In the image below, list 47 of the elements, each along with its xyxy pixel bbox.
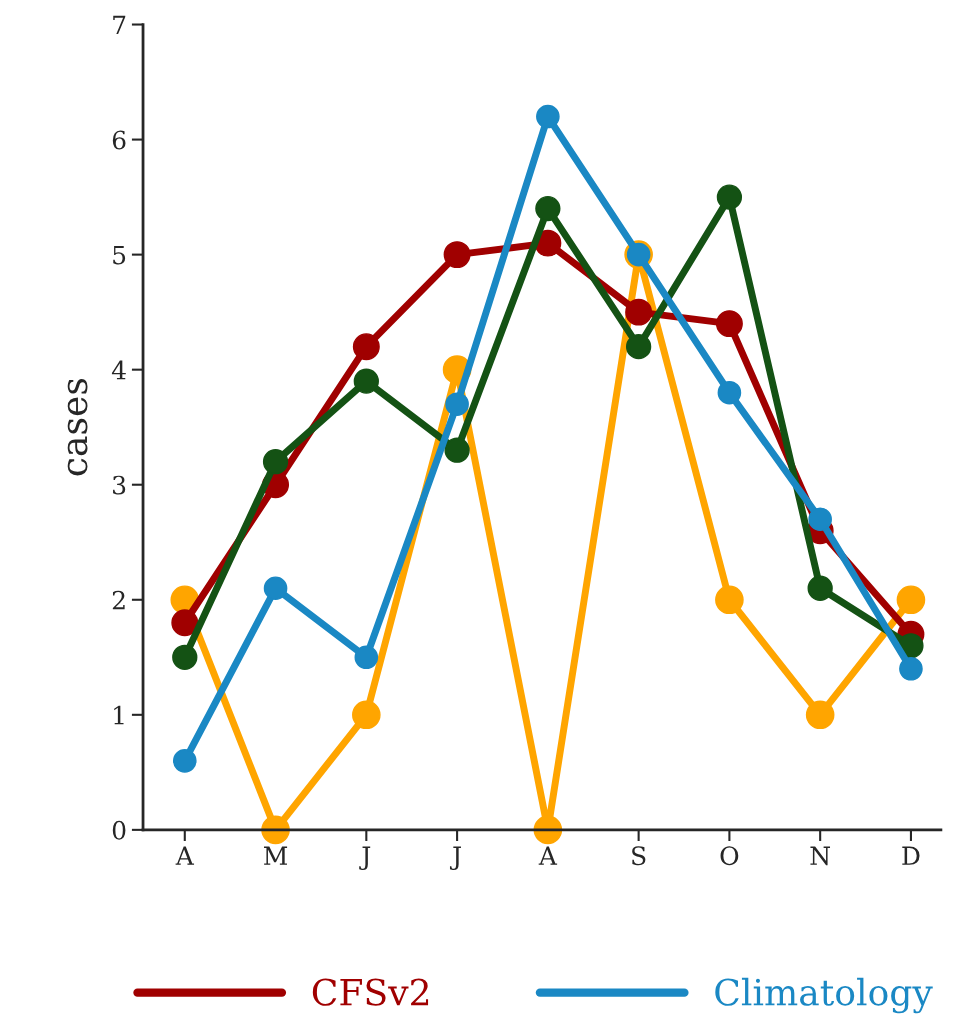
x-tick-label: A <box>175 846 195 865</box>
point <box>805 700 835 730</box>
y-tick-label: 6 <box>112 130 126 150</box>
y-axis-title: cases <box>67 378 88 476</box>
legend-label: Climatology <box>715 977 933 1014</box>
point <box>536 104 560 129</box>
x-tick-label: O <box>720 846 739 866</box>
x-tick-label: D <box>902 846 920 865</box>
point <box>808 507 832 532</box>
point <box>172 749 197 773</box>
point <box>899 656 923 681</box>
point <box>352 700 381 730</box>
x-tick-label: J <box>449 846 461 871</box>
x-tick-label: J <box>359 846 371 871</box>
point <box>896 585 926 615</box>
y-tick-label: 3 <box>113 475 126 495</box>
point <box>171 609 199 637</box>
point <box>807 575 833 601</box>
y-tick-label: 1 <box>114 705 124 725</box>
point <box>625 298 653 326</box>
point <box>717 380 742 405</box>
x-tick-label: S <box>632 846 646 866</box>
point <box>262 449 289 475</box>
legend-label: CFSv2 <box>312 978 429 1006</box>
point <box>716 184 743 210</box>
point <box>352 333 380 361</box>
y-tick-label: 4 <box>111 360 126 380</box>
point <box>625 334 652 360</box>
y-tick-label: 2 <box>112 590 125 610</box>
point <box>535 195 561 222</box>
point <box>172 644 198 670</box>
point <box>263 576 288 601</box>
point <box>533 815 563 845</box>
point <box>445 392 469 416</box>
point <box>715 310 743 338</box>
y-tick-label: 0 <box>112 820 126 840</box>
point <box>443 241 471 269</box>
x-tick-label: A <box>538 846 558 865</box>
y-tick-label: 7 <box>113 15 126 35</box>
point <box>444 437 470 463</box>
point <box>715 585 744 615</box>
point <box>261 815 290 845</box>
x-tick-label: N <box>810 846 831 866</box>
x-tick-label: M <box>264 846 288 865</box>
point <box>354 645 379 670</box>
point <box>353 368 379 394</box>
y-tick-label: 5 <box>113 245 126 265</box>
